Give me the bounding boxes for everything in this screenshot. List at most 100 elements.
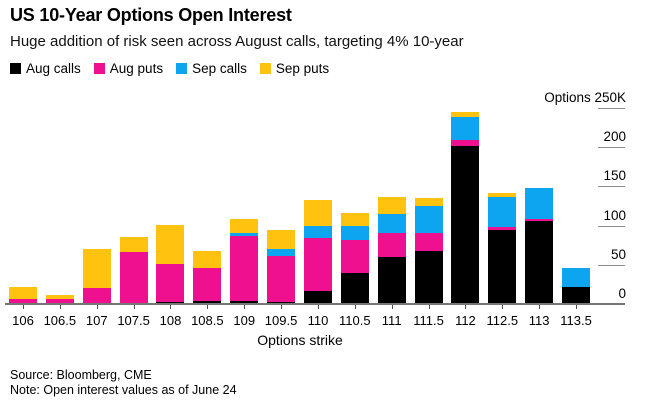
bar-110.5-sep-puts bbox=[340, 213, 369, 227]
x-tick-106 bbox=[23, 304, 24, 309]
bar-113.5-aug-calls bbox=[562, 286, 591, 304]
bar-111.5-sep-calls bbox=[414, 206, 443, 233]
bar-109-sep-puts bbox=[230, 219, 259, 234]
bar-110-sep-puts bbox=[303, 199, 332, 227]
bar-106.5-aug-puts bbox=[45, 298, 74, 304]
bar-109-sep-calls bbox=[230, 233, 259, 236]
bar-113 bbox=[525, 188, 554, 304]
bar-110-aug-puts bbox=[303, 238, 332, 292]
x-tick-112 bbox=[465, 304, 467, 309]
x-tick-109 bbox=[244, 304, 246, 309]
bar-111-sep-calls bbox=[377, 213, 406, 234]
bar-107-sep-puts bbox=[82, 249, 111, 288]
bar-109.5 bbox=[267, 229, 296, 304]
bar-110.5-aug-puts bbox=[340, 239, 369, 273]
bar-108-aug-calls bbox=[156, 301, 185, 304]
bar-108.5 bbox=[193, 250, 222, 304]
x-tick-112.5 bbox=[502, 304, 504, 309]
x-tick-label-110.5: 110.5 bbox=[339, 313, 371, 328]
bar-109 bbox=[230, 219, 259, 304]
x-tick-106.5 bbox=[59, 304, 61, 309]
x-tick-label-112.5: 112.5 bbox=[486, 313, 519, 328]
x-tick-110 bbox=[317, 304, 319, 309]
bar-112.5-sep-calls bbox=[488, 197, 517, 228]
legend-item-aug-calls: Aug calls bbox=[10, 61, 81, 76]
x-tick-label-108.5: 108.5 bbox=[191, 313, 224, 328]
bar-111-aug-puts bbox=[377, 233, 406, 257]
bar-109-aug-calls bbox=[230, 300, 259, 304]
bar-110-aug-calls bbox=[303, 291, 332, 304]
bar-106-aug-puts bbox=[9, 299, 37, 304]
y-tick-label-50: 50 bbox=[610, 246, 626, 262]
bar-110.5-aug-calls bbox=[340, 272, 369, 304]
x-axis-title: Options strike bbox=[257, 332, 343, 348]
y-tick-line-250 bbox=[598, 108, 625, 109]
bar-106 bbox=[9, 286, 37, 304]
bar-112.5-sep-puts bbox=[488, 192, 517, 198]
bar-112.5-aug-calls bbox=[488, 230, 517, 304]
bar-109.5-aug-calls bbox=[267, 301, 296, 304]
bar-112 bbox=[451, 111, 480, 304]
legend-label: Sep puts bbox=[275, 61, 330, 76]
x-tick-label-106.5: 106.5 bbox=[43, 313, 77, 328]
y-tick-line-100 bbox=[598, 225, 625, 227]
bar-113.5-sep-calls bbox=[562, 267, 591, 287]
bar-109.5-aug-puts bbox=[267, 256, 296, 302]
bar-112-aug-puts bbox=[451, 140, 480, 147]
legend-label: Aug puts bbox=[109, 61, 164, 76]
bar-111.5-aug-calls bbox=[414, 251, 443, 304]
x-tick-108.5 bbox=[207, 304, 209, 309]
bar-107 bbox=[82, 249, 111, 304]
bar-109-aug-puts bbox=[230, 235, 259, 301]
y-tick-label-150: 150 bbox=[603, 168, 626, 184]
bar-108-sep-puts bbox=[156, 224, 185, 265]
x-tick-107.5 bbox=[133, 304, 135, 309]
bar-107.5-sep-puts bbox=[119, 236, 148, 253]
bar-110 bbox=[303, 199, 332, 304]
x-tick-label-113.5: 113.5 bbox=[560, 313, 592, 328]
bar-106.5 bbox=[45, 294, 74, 304]
y-tick-label-100: 100 bbox=[603, 207, 626, 223]
bar-108.5-aug-calls bbox=[193, 300, 222, 304]
bar-113.5 bbox=[562, 267, 591, 304]
legend-item-sep-calls: Sep calls bbox=[176, 61, 247, 76]
x-tick-label-107: 107 bbox=[85, 313, 108, 328]
bar-111-sep-puts bbox=[377, 196, 406, 214]
bar-113-aug-puts bbox=[525, 218, 554, 221]
bar-112-sep-puts bbox=[451, 111, 480, 118]
x-tick-label-113: 113 bbox=[528, 313, 550, 328]
x-tick-label-107.5: 107.5 bbox=[117, 313, 150, 328]
bar-110-sep-calls bbox=[303, 226, 332, 239]
legend-item-sep-puts: Sep puts bbox=[259, 61, 330, 76]
x-tick-111 bbox=[391, 304, 393, 309]
x-tick-label-111: 111 bbox=[381, 313, 402, 328]
chart-legend: Aug calls Aug puts Sep calls Sep puts bbox=[10, 61, 329, 76]
x-tick-label-108: 108 bbox=[159, 313, 182, 328]
legend-swatch-icon bbox=[10, 63, 21, 74]
bar-112-aug-calls bbox=[451, 146, 480, 304]
x-tick-111.5 bbox=[428, 304, 430, 309]
bar-111.5 bbox=[414, 198, 443, 304]
bar-113-sep-calls bbox=[525, 188, 554, 219]
legend-item-aug-puts: Aug puts bbox=[93, 61, 164, 76]
y-axis-top-label: Options 250K bbox=[544, 90, 626, 105]
legend-swatch-icon bbox=[259, 63, 271, 74]
y-tick-line-50 bbox=[598, 264, 625, 266]
bar-108.5-aug-puts bbox=[193, 267, 222, 301]
x-tick-108 bbox=[170, 304, 172, 309]
bar-111-aug-calls bbox=[377, 256, 406, 304]
bar-113-aug-calls bbox=[525, 220, 554, 304]
bar-107-aug-puts bbox=[82, 287, 111, 304]
y-tick-label-0: 0 bbox=[618, 286, 626, 301]
x-tick-label-110: 110 bbox=[307, 313, 329, 328]
chart-subtitle: Huge addition of risk seen across August… bbox=[10, 33, 464, 50]
bar-109.5-sep-calls bbox=[267, 249, 296, 257]
x-tick-107 bbox=[96, 304, 98, 309]
bar-106.5-sep-puts bbox=[45, 294, 74, 299]
x-tick-label-106: 106 bbox=[12, 313, 34, 328]
bar-110.5 bbox=[340, 213, 369, 304]
bar-107.5 bbox=[119, 236, 148, 304]
x-tick-label-111.5: 111.5 bbox=[413, 313, 444, 328]
